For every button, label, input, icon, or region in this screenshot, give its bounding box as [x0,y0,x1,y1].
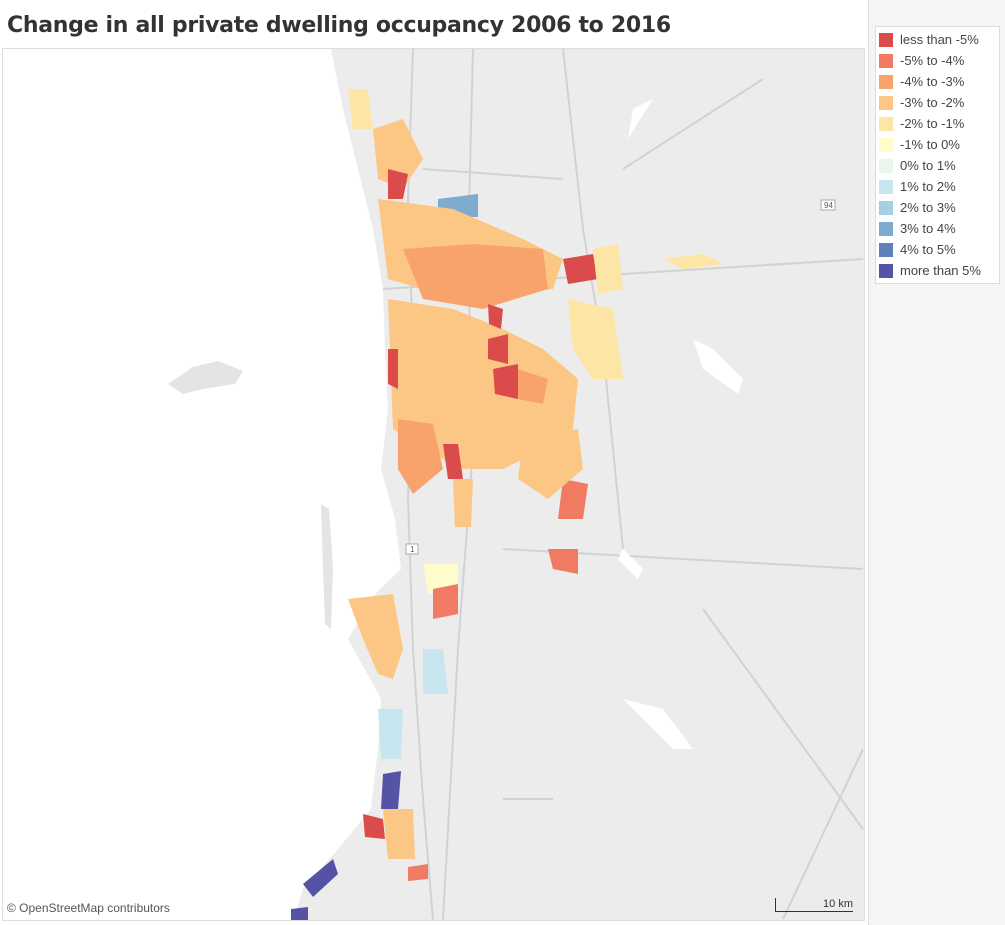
legend-label: 2% to 3% [900,200,956,215]
legend-swatch [879,179,893,194]
legend-label: -4% to -3% [900,74,965,89]
garden-island [321,504,333,629]
road-shields: 94 1 [405,199,836,555]
legend-swatch [879,263,893,278]
legend-swatch [879,32,893,47]
legend-item[interactable]: 2% to 3% [876,197,999,218]
legend-item[interactable]: -5% to -4% [876,50,999,71]
legend: less than -5% -5% to -4% -4% to -3% -3% to … [875,26,1000,284]
legend-swatch [879,158,893,173]
rottnest-island [168,361,243,394]
suburb-regions [291,89,723,920]
scale-bar: 10 km [775,898,853,912]
legend-swatch [879,74,893,89]
chart-title: Change in all private dwelling occupancy… [7,13,671,38]
legend-item[interactable]: 3% to 4% [876,218,999,239]
legend-swatch [879,221,893,236]
legend-label: less than -5% [900,32,979,47]
legend-swatch [879,95,893,110]
legend-label: 0% to 1% [900,158,956,173]
legend-swatch [879,116,893,131]
legend-label: 1% to 2% [900,179,956,194]
legend-label: 4% to 5% [900,242,956,257]
legend-label: 3% to 4% [900,221,956,236]
road-label-94: 94 [824,201,833,210]
legend-swatch [879,242,893,257]
legend-swatch [879,137,893,152]
legend-item[interactable]: more than 5% [876,260,999,281]
legend-label: -3% to -2% [900,95,965,110]
legend-label: -5% to -4% [900,53,965,68]
legend-item[interactable]: less than -5% [876,29,999,50]
legend-swatch [879,200,893,215]
map-svg[interactable]: 94 1 [3,49,864,920]
legend-label: -2% to -1% [900,116,965,131]
road-label-1: 1 [410,545,415,554]
legend-item[interactable]: -4% to -3% [876,71,999,92]
map-canvas[interactable]: 94 1 [2,48,865,921]
legend-item[interactable]: -1% to 0% [876,134,999,155]
legend-item[interactable]: 4% to 5% [876,239,999,260]
legend-swatch [879,53,893,68]
legend-label: more than 5% [900,263,981,278]
legend-item[interactable]: 1% to 2% [876,176,999,197]
map-attribution[interactable]: © OpenStreetMap contributors [7,901,170,915]
legend-item[interactable]: -3% to -2% [876,92,999,113]
legend-item[interactable]: -2% to -1% [876,113,999,134]
legend-item[interactable]: 0% to 1% [876,155,999,176]
legend-label: -1% to 0% [900,137,960,152]
